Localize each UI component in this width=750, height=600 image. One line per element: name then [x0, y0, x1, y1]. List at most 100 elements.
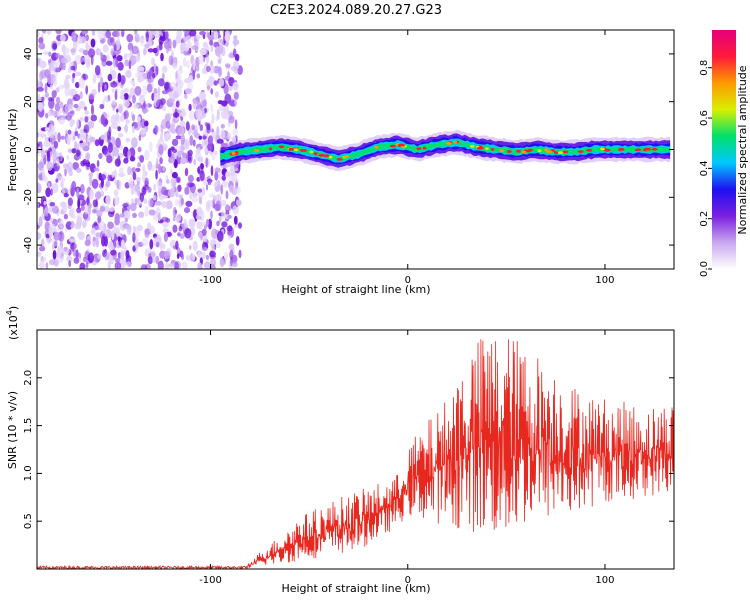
noise-blob: [111, 88, 116, 94]
noise-blob: [64, 168, 67, 177]
signal-peak: [577, 150, 584, 154]
noise-blob: [221, 175, 226, 181]
noise-blob: [132, 94, 136, 104]
noise-blob: [184, 207, 190, 214]
noise-blob: [120, 113, 125, 122]
noise-blob: [175, 177, 181, 183]
noise-blob: [88, 206, 91, 216]
noise-blob: [38, 42, 46, 50]
noise-blob: [124, 124, 128, 132]
noise-blob: [132, 55, 137, 65]
noise-blob: [213, 182, 218, 188]
noise-blob: [142, 184, 150, 190]
noise-blob: [53, 231, 61, 241]
noise-blob: [225, 190, 229, 200]
y-tick-label: 1.5: [23, 418, 34, 434]
noise-blob: [199, 124, 203, 132]
signal-peak: [544, 148, 549, 152]
noise-blob: [123, 99, 130, 108]
noise-blob: [218, 216, 222, 222]
noise-blob: [226, 225, 233, 232]
noise-blob: [192, 139, 196, 147]
noise-blob: [76, 149, 81, 157]
noise-blob: [76, 187, 80, 198]
noise-blob: [197, 188, 203, 193]
noise-blob: [202, 98, 207, 109]
noise-blob: [206, 85, 210, 91]
noise-blob: [232, 205, 240, 215]
signal-peak: [445, 142, 452, 145]
noise-blob: [69, 119, 76, 125]
noise-blob: [217, 100, 224, 105]
noise-blob: [184, 228, 192, 239]
noise-blob: [118, 106, 123, 114]
noise-blob: [63, 52, 66, 57]
noise-blob: [201, 228, 207, 236]
noise-blob: [49, 202, 56, 207]
noise-blob: [158, 144, 164, 155]
noise-blob: [198, 135, 202, 140]
noise-blob: [205, 53, 210, 64]
colorbar-tick-label: 0.0: [699, 261, 710, 277]
signal-peak: [278, 145, 285, 149]
noise-blob: [197, 262, 203, 269]
noise-blob: [105, 180, 111, 188]
noise-blob: [214, 167, 221, 173]
noise-blob: [189, 135, 194, 146]
x-tick-label: 0: [405, 275, 411, 286]
noise-blob: [149, 225, 156, 234]
noise-blob: [211, 113, 215, 124]
noise-blob: [116, 55, 123, 62]
noise-blob: [88, 172, 93, 178]
noise-blob: [147, 48, 154, 53]
noise-blob: [142, 47, 147, 56]
noise-blob: [37, 101, 44, 112]
noise-blob: [70, 65, 76, 71]
noise-blob: [188, 110, 195, 121]
noise-blob: [125, 137, 131, 143]
noise-blob: [48, 59, 52, 64]
snr-line-area: [37, 339, 674, 569]
y-tick-label: 40: [23, 48, 34, 61]
noise-blob: [107, 94, 111, 102]
noise-blob: [124, 59, 130, 67]
noise-blob: [51, 110, 59, 117]
noise-blob: [76, 35, 83, 45]
noise-blob: [42, 168, 45, 178]
snr-axes: -100 0 100 0.5 1.0 1.5 2.0: [23, 330, 674, 586]
noise-blob: [164, 81, 169, 91]
y-tick-label: 0.5: [23, 513, 34, 529]
noise-blob: [134, 184, 140, 193]
noise-blob: [67, 66, 71, 74]
noise-blob: [153, 183, 157, 191]
noise-blob: [105, 30, 112, 39]
noise-blob: [98, 153, 103, 159]
colorbar-label: Normalized spectral amplitude: [736, 65, 749, 234]
noise-blob: [160, 52, 164, 62]
noise-blob: [196, 73, 201, 79]
noise-blob: [147, 247, 152, 255]
noise-blob: [186, 60, 190, 69]
noise-blob: [86, 198, 89, 204]
noise-blob: [104, 83, 107, 90]
noise-blob: [209, 39, 214, 46]
noise-blob: [146, 83, 153, 93]
noise-blob: [204, 122, 208, 127]
signal-peak: [634, 148, 642, 152]
noise-blob: [37, 183, 42, 194]
signal-peak: [490, 148, 495, 151]
noise-blob: [81, 141, 88, 146]
noise-blob: [62, 62, 66, 71]
noise-blob: [69, 242, 77, 250]
noise-blob: [164, 134, 169, 142]
noise-blob: [147, 198, 154, 208]
snr-line: [37, 339, 674, 569]
noise-blob: [68, 104, 74, 112]
noise-blob: [87, 141, 90, 148]
noise-blob: [235, 186, 241, 194]
noise-blob: [54, 102, 61, 112]
noise-blob: [59, 175, 63, 181]
noise-blob: [203, 261, 211, 269]
noise-blob: [223, 83, 229, 95]
noise-blob: [47, 96, 55, 102]
